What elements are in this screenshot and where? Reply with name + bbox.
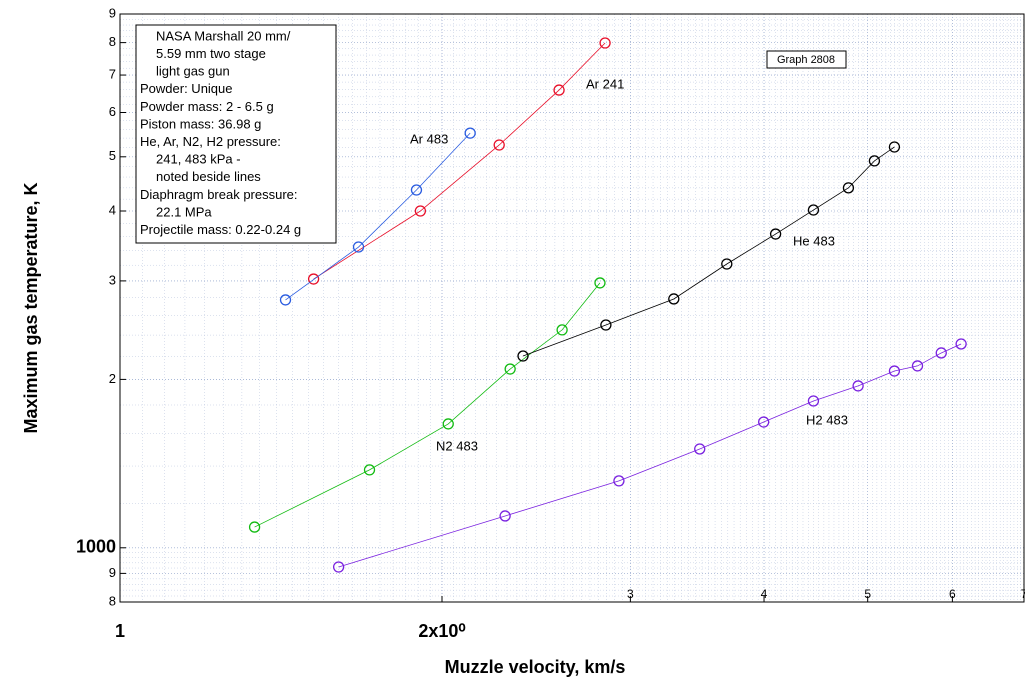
data-point <box>307 273 320 285</box>
plot-frame <box>119 13 1025 603</box>
data-point <box>410 184 423 196</box>
info-box <box>135 24 337 244</box>
info-line: 5.59 mm two stage <box>156 46 266 61</box>
data-point <box>807 204 820 216</box>
series-line <box>522 146 895 357</box>
data-point <box>442 418 454 430</box>
y-tick-label: 9 <box>109 565 116 580</box>
series-label: N2 483 <box>436 438 478 453</box>
y-tick-label: 2 <box>109 371 116 386</box>
info-line: Powder mass: 2 - 6.5 g <box>140 99 274 114</box>
data-point <box>279 294 292 306</box>
x-tick-label: 6 <box>949 587 956 601</box>
data-point <box>888 141 901 153</box>
info-line: Projectile mass: 0.22-0.24 g <box>140 222 301 237</box>
data-point <box>868 155 881 167</box>
data-point <box>852 380 864 392</box>
data-point <box>414 205 427 217</box>
data-point <box>499 510 511 522</box>
y-tick-label: 9 <box>109 5 116 20</box>
y-tick-label: 8 <box>109 34 116 49</box>
y-axis-label: Maximum gas temperature, K <box>21 182 41 433</box>
data-point <box>517 350 529 362</box>
y-tick-label: 1000 <box>76 537 116 557</box>
data-point <box>556 324 568 336</box>
data-point <box>600 319 612 331</box>
info-line: Piston mass: 36.98 g <box>140 116 261 131</box>
y-tick-label: 5 <box>109 148 116 163</box>
x-tick-label: 5 <box>864 587 871 601</box>
info-line: Diaphragm break pressure: <box>140 187 298 202</box>
x-tick-label: 7 <box>1021 587 1025 601</box>
x-tick-label: 2x10⁰ <box>418 621 465 641</box>
x-tick-label: 4 <box>761 587 768 601</box>
data-point <box>842 182 855 194</box>
y-tick-label: 6 <box>109 104 116 119</box>
data-point <box>721 258 733 270</box>
info-line: Powder: Unique <box>140 81 233 96</box>
info-line: He, Ar, N2, H2 pressure: <box>140 134 281 149</box>
data-point <box>935 347 947 359</box>
series-label: H2 483 <box>806 412 848 427</box>
data-point <box>599 37 611 49</box>
graph-label-box <box>766 50 847 69</box>
series-label: He 483 <box>793 233 835 248</box>
data-point <box>363 464 376 476</box>
data-point <box>594 277 606 289</box>
series-line <box>254 282 601 528</box>
data-point <box>769 228 782 240</box>
info-line: 22.1 MPa <box>156 204 212 219</box>
info-line: light gas gun <box>156 64 230 79</box>
y-tick-label: 8 <box>109 593 116 608</box>
data-point <box>332 561 345 573</box>
data-point <box>248 521 261 533</box>
y-tick-label: 3 <box>109 272 116 287</box>
x-axis-label: Muzzle velocity, km/s <box>445 657 626 677</box>
info-line: noted beside lines <box>156 169 261 184</box>
data-point <box>694 443 706 455</box>
data-point <box>504 363 516 375</box>
data-point <box>911 360 924 372</box>
series-label: Ar 483 <box>410 131 448 146</box>
data-point <box>493 139 505 151</box>
y-tick-label: 7 <box>109 66 116 81</box>
info-line: NASA Marshall 20 mm/ <box>156 28 291 43</box>
series-line <box>313 42 606 280</box>
data-point <box>758 416 770 428</box>
data-point <box>352 241 365 253</box>
graph-label: Graph 2808 <box>777 54 835 66</box>
y-tick-label: 4 <box>109 202 116 217</box>
x-tick-label: 3 <box>627 587 634 601</box>
data-point <box>613 475 625 487</box>
data-point <box>668 293 680 305</box>
data-point <box>955 338 967 350</box>
data-point <box>464 127 476 139</box>
x-tick-label: 1 <box>115 621 125 641</box>
data-point <box>553 84 565 96</box>
info-line: 241, 483 kPa - <box>156 152 241 167</box>
data-point <box>807 395 820 407</box>
series-line <box>338 343 962 568</box>
series-line <box>285 132 471 301</box>
data-point <box>888 365 901 377</box>
series-label: Ar 241 <box>586 76 624 91</box>
